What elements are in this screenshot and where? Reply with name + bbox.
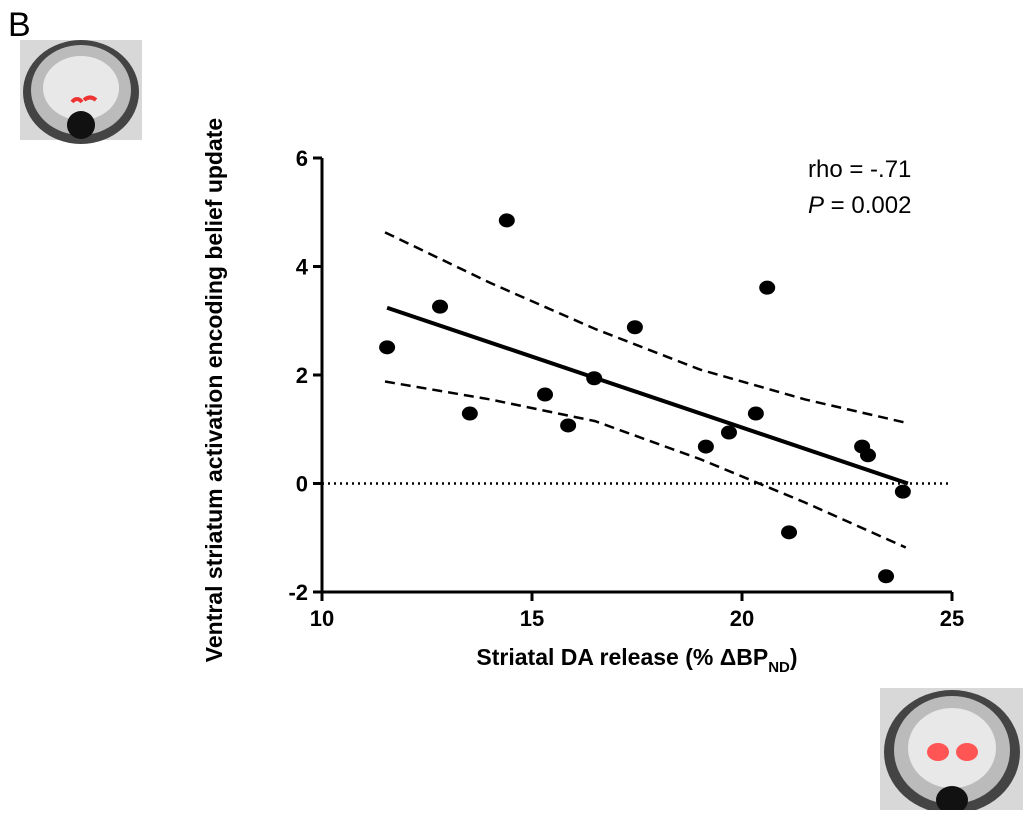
x-axis-label-main: Striatal DA release (% ΔBP [476, 644, 768, 670]
annotation-p: P [808, 192, 824, 219]
ci-lower-line [385, 382, 906, 548]
x-axis-label-sub: ND [768, 659, 790, 676]
x-tick-label: 15 [520, 606, 544, 631]
data-point [499, 213, 515, 227]
data-point [781, 525, 797, 539]
data-point [860, 448, 876, 462]
data-point [878, 569, 894, 583]
x-tick-label: 25 [940, 606, 964, 631]
y-tick-label: 6 [296, 146, 308, 171]
y-tick-label: 0 [296, 472, 308, 497]
y-tick-label: 2 [296, 363, 308, 388]
x-tick-label: 20 [730, 606, 754, 631]
annotation: rho = -.71 [808, 156, 911, 183]
data-point [721, 426, 737, 440]
y-tick-label: 4 [296, 255, 309, 280]
data-point [432, 300, 448, 314]
brain-thumbnail-top [20, 40, 142, 144]
data-point [462, 407, 478, 421]
y-tick-label: -2 [288, 580, 308, 605]
data-point [895, 485, 911, 499]
data-point [379, 340, 395, 354]
data-point [759, 281, 775, 295]
data-point [698, 440, 714, 454]
figure: B Ventral striatum activation encoding b… [0, 0, 1023, 810]
data-point [586, 371, 602, 385]
annotation: P = 0.002 [808, 192, 911, 219]
x-tick-label: 10 [310, 606, 334, 631]
data-point [748, 407, 764, 421]
x-axis-label-end: ) [790, 644, 798, 670]
y-axis-label: Ventral striatum activation encoding bel… [201, 118, 227, 662]
data-point [537, 388, 553, 402]
data-point [560, 418, 576, 432]
annotation-value: = 0.002 [824, 192, 911, 219]
panel-label: B [8, 6, 31, 44]
data-point [627, 320, 643, 334]
x-axis-label: Striatal DA release (% ΔBPND) [476, 644, 797, 676]
brain-thumbnail-bottom [880, 688, 1023, 810]
